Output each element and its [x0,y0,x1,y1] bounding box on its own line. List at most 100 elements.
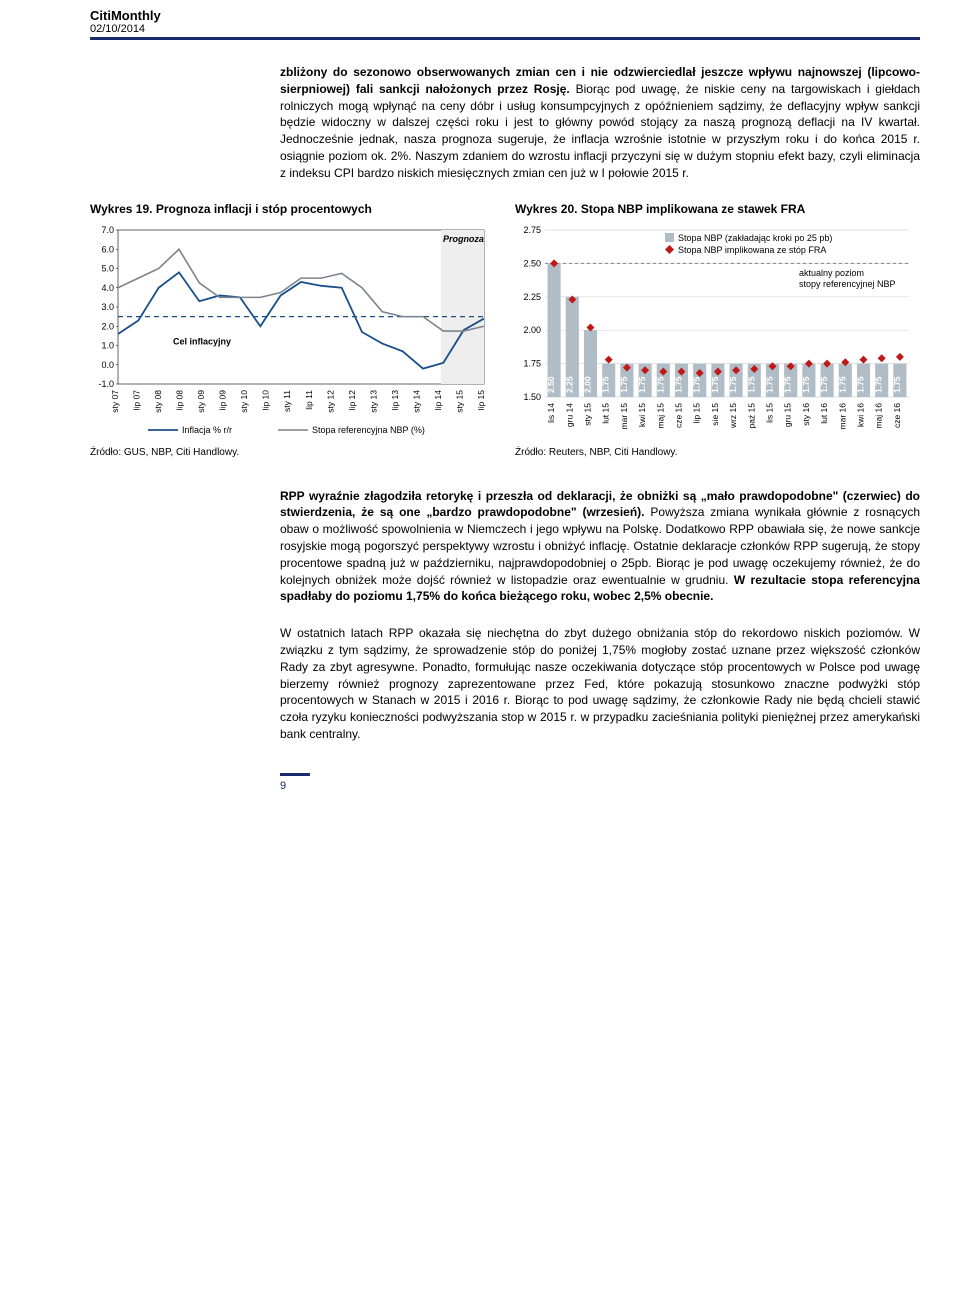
svg-text:lip 12: lip 12 [347,389,357,410]
svg-text:sty 12: sty 12 [325,389,335,412]
svg-text:paź 15: paź 15 [746,402,756,428]
chart20-column: Wykres 20. Stopa NBP implikowana ze staw… [515,202,920,458]
svg-text:lis 14: lis 14 [546,402,556,422]
svg-text:1.75: 1.75 [746,376,756,393]
svg-text:2.0: 2.0 [101,321,114,331]
svg-text:sty 14: sty 14 [411,389,421,412]
chart20-title: Wykres 20. Stopa NBP implikowana ze staw… [515,202,920,216]
svg-text:Prognoza: Prognoza [443,234,484,244]
svg-text:2.25: 2.25 [564,376,574,393]
svg-text:Stopa referencyjna NBP (%): Stopa referencyjna NBP (%) [312,425,425,435]
svg-text:cze 16: cze 16 [892,402,902,427]
svg-text:lip 10: lip 10 [261,389,271,410]
svg-text:lip 11: lip 11 [304,389,314,409]
svg-text:2.75: 2.75 [523,225,541,235]
svg-text:lip 08: lip 08 [175,389,185,410]
chart19-title: Wykres 19. Prognoza inflacji i stóp proc… [90,202,495,216]
svg-text:7.0: 7.0 [101,225,114,235]
svg-text:2.25: 2.25 [523,291,541,301]
svg-text:lis 15: lis 15 [765,402,775,422]
svg-text:1.50: 1.50 [523,392,541,402]
svg-text:6.0: 6.0 [101,244,114,254]
svg-text:maj 16: maj 16 [874,402,884,428]
svg-text:1.75: 1.75 [765,376,775,393]
svg-text:sty 16: sty 16 [801,402,811,425]
svg-text:sty 13: sty 13 [368,389,378,412]
svg-text:1.75: 1.75 [637,376,647,393]
svg-text:1.75: 1.75 [692,376,702,393]
svg-text:1.75: 1.75 [801,376,811,393]
svg-text:1.75: 1.75 [674,376,684,393]
chart20-area: 2.75 2.50 2.25 2.00 1.75 1.50 2.50 2.25 2.00 1.75… [515,224,920,439]
svg-text:1.75: 1.75 [710,376,720,393]
svg-text:maj 15: maj 15 [655,402,665,428]
paragraph-2: RPP wyraźnie złagodziła retorykę i przes… [280,488,920,606]
svg-text:1.0: 1.0 [101,340,114,350]
svg-text:Stopa NBP implikowana ze stóp: Stopa NBP implikowana ze stóp FRA [678,245,826,255]
svg-text:5.0: 5.0 [101,263,114,273]
svg-text:1.75: 1.75 [619,376,629,393]
svg-text:lut 16: lut 16 [819,402,829,423]
svg-text:wrz 15: wrz 15 [728,402,738,428]
svg-text:2.50: 2.50 [523,258,541,268]
charts-row: Wykres 19. Prognoza inflacji i stóp proc… [90,202,920,458]
chart19-area: 7.0 6.0 5.0 4.0 3.0 2.0 1.0 0.0 -1.0sty 07 lip 07… [90,224,495,439]
svg-text:2.50: 2.50 [546,376,556,393]
paragraph-3: W ostatnich latach RPP okazała się niech… [280,625,920,743]
page-number: 9 [280,773,310,792]
svg-text:1.75: 1.75 [783,376,793,393]
svg-text:sty 07: sty 07 [110,389,120,412]
svg-text:lip 13: lip 13 [390,389,400,410]
svg-text:sty 08: sty 08 [153,389,163,412]
svg-text:1.75: 1.75 [856,376,866,393]
svg-text:Stopa NBP (zakładając kroki po: Stopa NBP (zakładając kroki po 25 pb) [678,233,832,243]
doc-title: CitiMonthly [90,8,920,23]
chart20-source: Źródło: Reuters, NBP, Citi Handlowy. [515,447,920,458]
svg-text:2.00: 2.00 [523,325,541,335]
svg-text:Inflacja % r/r: Inflacja % r/r [182,425,232,435]
svg-text:sie 15: sie 15 [710,402,720,425]
svg-text:aktualny poziom: aktualny poziom [799,268,864,278]
para1-rest: Biorąc pod uwagę, że niskie ceny na targ… [280,82,920,180]
svg-text:lip 14: lip 14 [433,389,443,410]
svg-text:1.75: 1.75 [874,376,884,393]
svg-text:mar 16: mar 16 [837,402,847,429]
svg-text:sty 10: sty 10 [239,389,249,412]
svg-text:3.0: 3.0 [101,302,114,312]
page-header: CitiMonthly 02/10/2014 [90,8,920,40]
svg-text:-1.0: -1.0 [98,379,114,389]
svg-text:1.75: 1.75 [819,376,829,393]
svg-text:1.75: 1.75 [892,376,902,393]
svg-text:lip 15: lip 15 [692,402,702,423]
svg-text:Cel inflacyjny: Cel inflacyjny [173,336,231,346]
paragraph-1: zbliżony do sezonowo obserwowanych zmian… [280,64,920,182]
svg-text:sty 09: sty 09 [196,389,206,412]
svg-text:lut 15: lut 15 [601,402,611,423]
svg-text:sty 15: sty 15 [583,402,593,425]
svg-text:1.75: 1.75 [523,358,541,368]
chart19-column: Wykres 19. Prognoza inflacji i stóp proc… [90,202,495,458]
svg-text:kwi 15: kwi 15 [637,402,647,426]
svg-text:stopy referencyjnej NBP: stopy referencyjnej NBP [799,279,896,289]
svg-text:1.75: 1.75 [837,376,847,393]
svg-text:4.0: 4.0 [101,282,114,292]
doc-date: 02/10/2014 [90,23,920,35]
svg-text:gru 14: gru 14 [564,402,574,426]
svg-text:1.75: 1.75 [655,376,665,393]
svg-text:kwi 16: kwi 16 [856,402,866,426]
svg-text:gru 15: gru 15 [783,402,793,426]
svg-text:lip 15: lip 15 [476,389,486,410]
svg-text:1.75: 1.75 [728,376,738,393]
svg-text:0.0: 0.0 [101,359,114,369]
svg-text:cze 15: cze 15 [674,402,684,427]
svg-text:sty 11: sty 11 [282,389,292,411]
svg-text:lip 07: lip 07 [132,389,142,410]
svg-text:mar 15: mar 15 [619,402,629,429]
svg-text:2.00: 2.00 [583,376,593,393]
chart20-svg: 2.75 2.50 2.25 2.00 1.75 1.50 2.50 2.25 2.00 1.75… [515,224,915,439]
svg-text:lip 09: lip 09 [218,389,228,410]
chart19-svg: 7.0 6.0 5.0 4.0 3.0 2.0 1.0 0.0 -1.0sty 07 lip 07… [90,224,490,439]
svg-text:1.75: 1.75 [601,376,611,393]
svg-text:sty 15: sty 15 [454,389,464,412]
chart19-source: Źródło: GUS, NBP, Citi Handlowy. [90,447,495,458]
